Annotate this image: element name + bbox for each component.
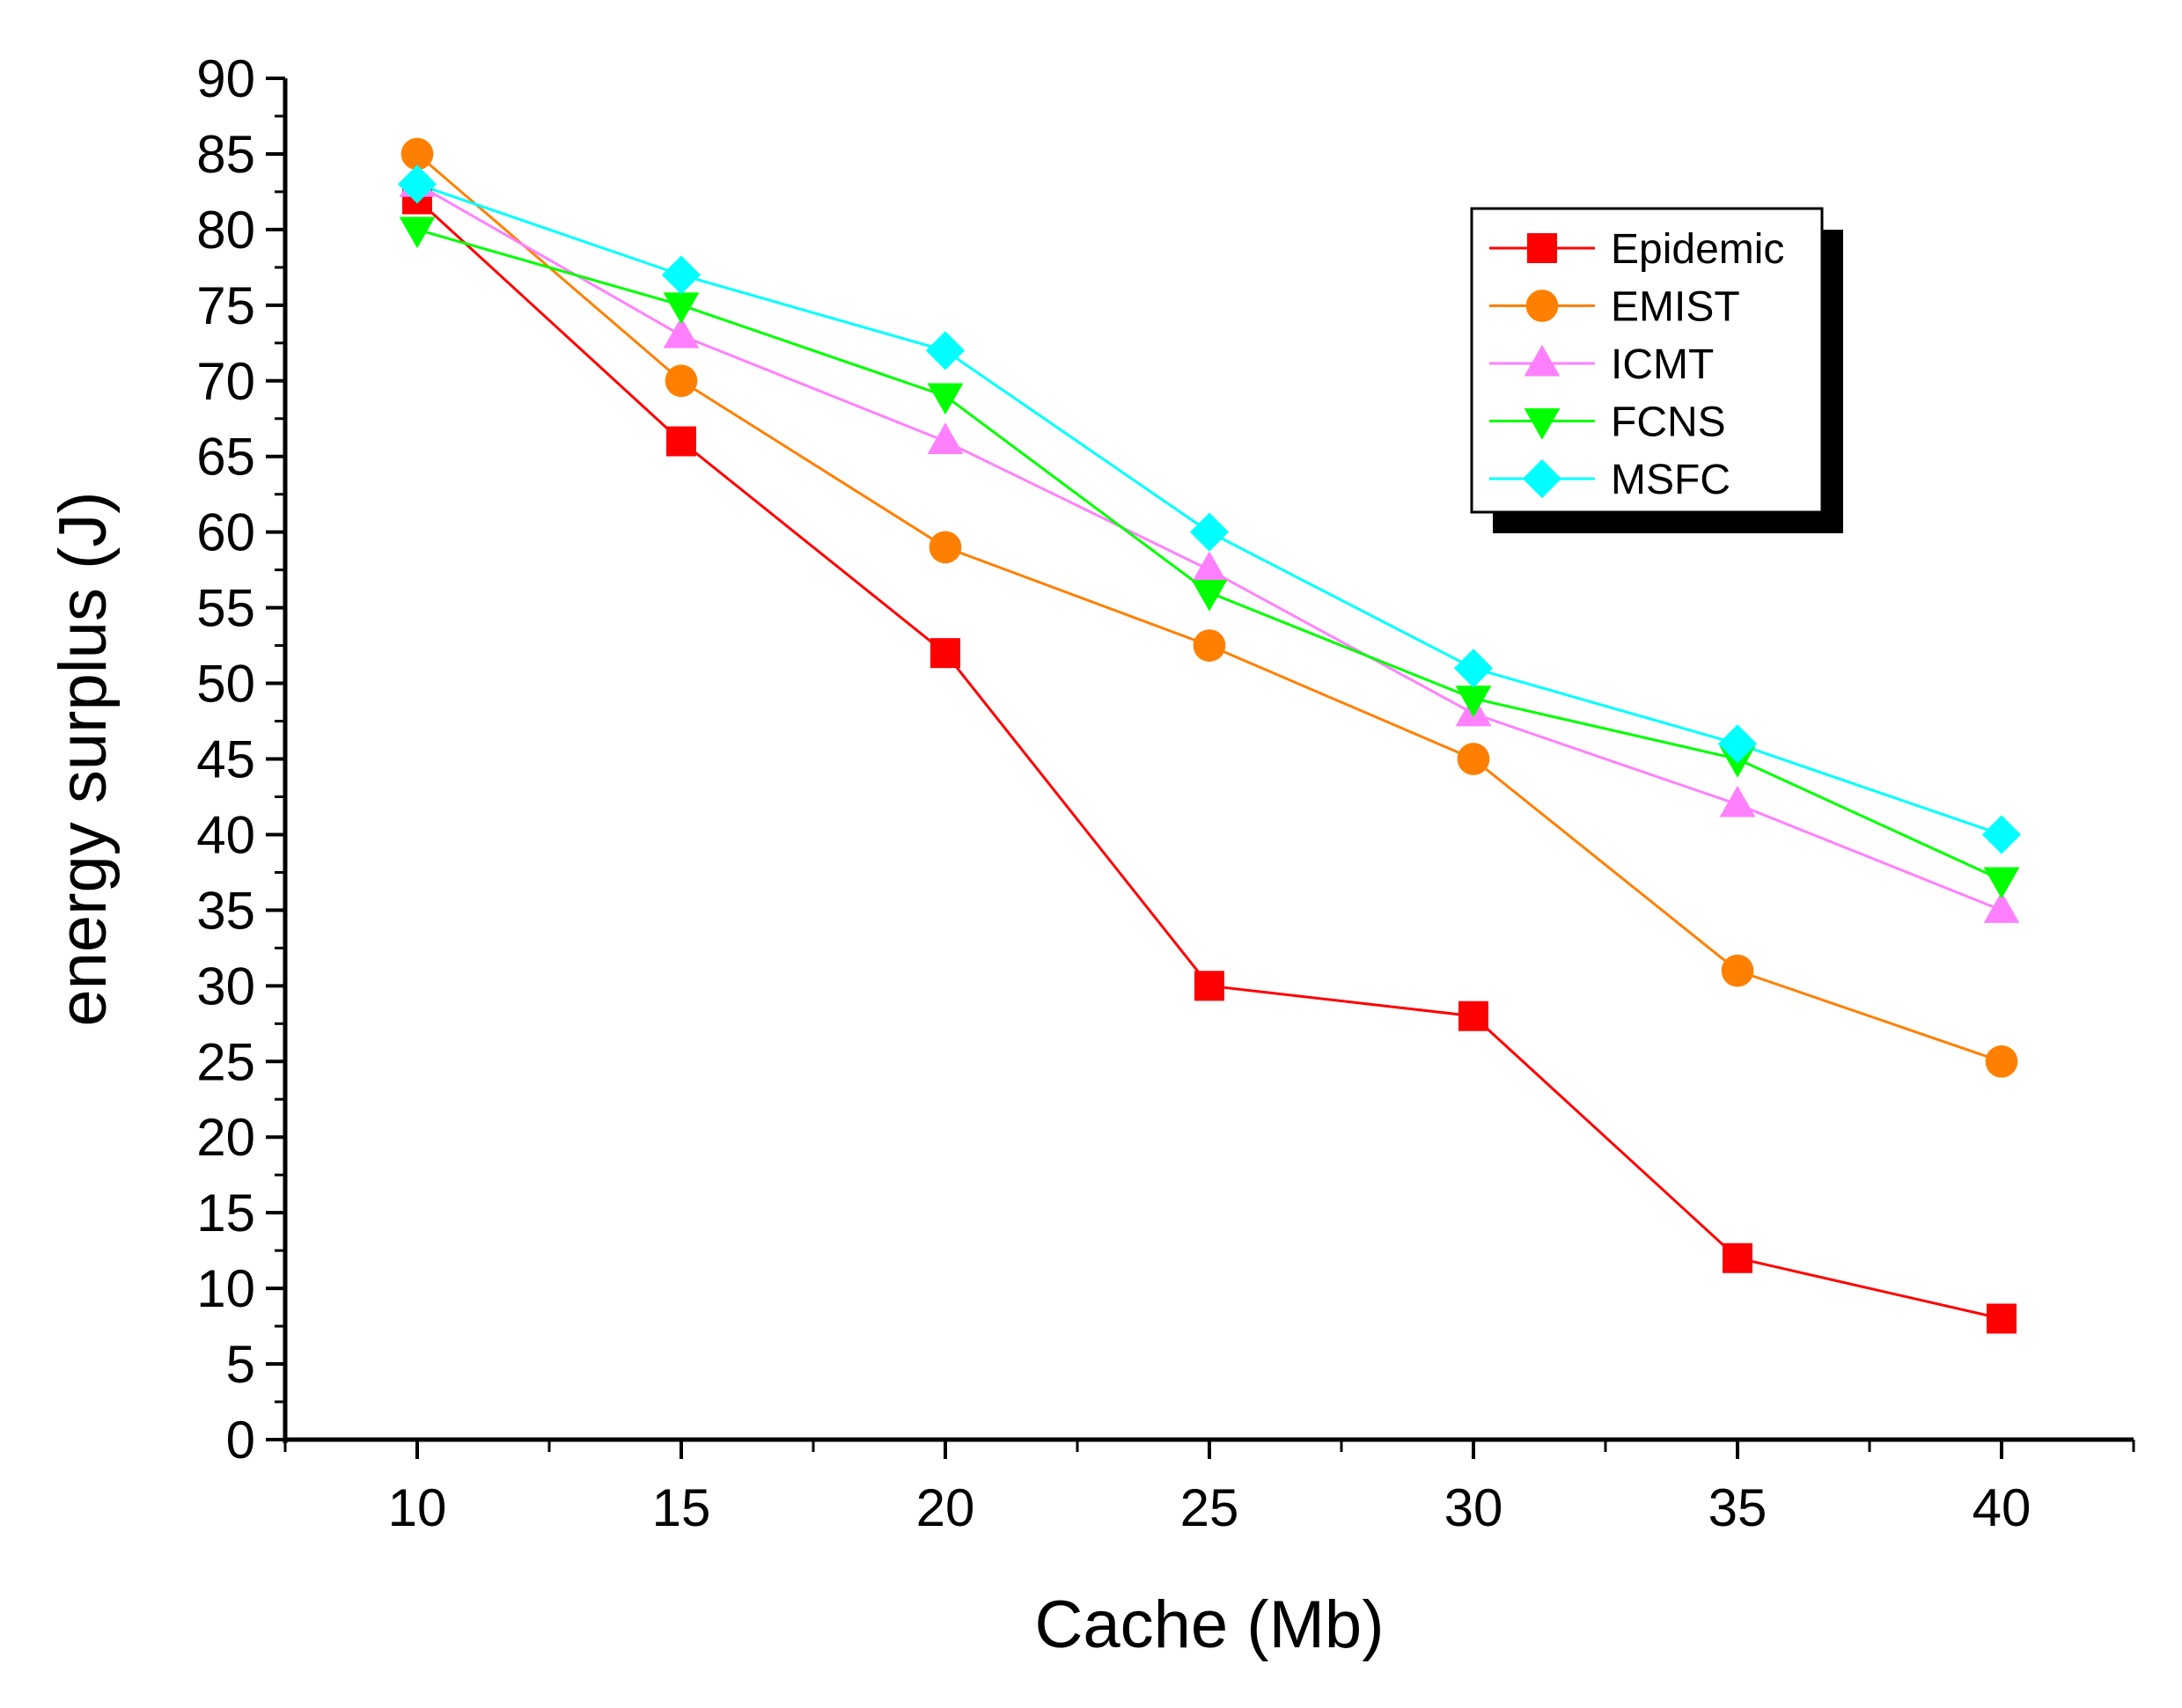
data-point xyxy=(663,316,700,348)
legend-entry: ICMT xyxy=(1489,341,1714,388)
data-point xyxy=(1191,579,1228,612)
legend-label: MSFC xyxy=(1611,457,1730,503)
data-point xyxy=(1193,629,1226,662)
x-axis-title: Cache (Mb) xyxy=(1035,1587,1385,1662)
data-point xyxy=(1983,867,2020,899)
series-markers-msfc xyxy=(397,165,2022,854)
data-point xyxy=(400,137,434,171)
data-point xyxy=(1455,685,1492,717)
data-point xyxy=(661,255,702,295)
data-point xyxy=(929,531,962,564)
y-tick-label: 85 xyxy=(196,125,255,184)
x-tick-label: 40 xyxy=(1973,1478,2031,1537)
data-point xyxy=(927,383,964,415)
legend-marker xyxy=(1525,290,1559,322)
y-tick-label: 75 xyxy=(196,276,255,335)
x-tick-label: 25 xyxy=(1180,1478,1239,1537)
y-tick-label: 50 xyxy=(196,655,255,714)
data-point xyxy=(663,292,700,325)
axes: 0 5 10 15 20 25 30 35 40 45 50 55 60 65 70 75 80 85 90 10 15… xyxy=(196,49,2135,1537)
legend-label: EMIST xyxy=(1611,284,1740,331)
y-tick-label: 5 xyxy=(226,1335,255,1394)
data-point xyxy=(666,426,696,457)
y-tick-label: 35 xyxy=(196,881,255,940)
legend-label: FCNS xyxy=(1611,400,1726,446)
y-tick-label: 10 xyxy=(196,1259,255,1318)
y-tick-label: 90 xyxy=(196,49,255,108)
legend: Epidemic EMIST ICMT FCNS MSFC xyxy=(1470,207,1843,533)
y-tick-label: 15 xyxy=(196,1184,255,1243)
data-point xyxy=(1453,649,1494,688)
legend-marker xyxy=(1522,458,1562,499)
data-point xyxy=(1194,971,1224,1001)
legend-marker xyxy=(1524,344,1561,377)
x-tick-label: 10 xyxy=(388,1478,447,1537)
legend-entry: EMIST xyxy=(1489,284,1740,331)
data-point xyxy=(1458,1001,1488,1031)
data-point xyxy=(399,216,436,249)
legend-entry: MSFC xyxy=(1489,457,1730,503)
legend-label: Epidemic xyxy=(1611,226,1784,273)
data-point xyxy=(1981,815,2022,854)
y-axis-title: energy surplus (J) xyxy=(46,491,121,1026)
y-tick-label: 20 xyxy=(196,1108,255,1167)
x-tick-label: 20 xyxy=(916,1478,975,1537)
y-tick-label: 65 xyxy=(196,428,255,487)
data-point xyxy=(1719,785,1756,817)
legend-entry: Epidemic xyxy=(1489,226,1784,273)
x-tick-label: 35 xyxy=(1708,1478,1767,1537)
y-tick-label: 80 xyxy=(196,201,255,260)
y-tick-label: 30 xyxy=(196,957,255,1015)
legend-label: ICMT xyxy=(1611,341,1714,388)
legend-marker xyxy=(1524,408,1561,440)
y-tick-label: 25 xyxy=(196,1032,255,1091)
x-tick-label: 30 xyxy=(1444,1478,1503,1537)
data-point xyxy=(1985,1045,2018,1078)
y-tick-label: 45 xyxy=(196,730,255,789)
series-markers-emist xyxy=(400,137,2018,1078)
data-point xyxy=(1721,954,1754,987)
data-point xyxy=(1717,724,1758,764)
data-point xyxy=(1723,1243,1752,1273)
legend-entry: FCNS xyxy=(1489,400,1726,446)
y-tick-label: 60 xyxy=(196,503,255,562)
data-point xyxy=(665,364,698,398)
data-point xyxy=(1189,512,1230,552)
data-point xyxy=(1987,1303,2017,1334)
series-lines xyxy=(397,137,2022,1334)
data-point xyxy=(1983,891,2020,923)
y-tick-label: 70 xyxy=(196,352,255,411)
legend-marker xyxy=(1527,233,1557,263)
x-tick-label: 15 xyxy=(652,1478,711,1537)
data-point xyxy=(930,638,960,669)
y-tick-label: 40 xyxy=(196,805,255,864)
y-tick-label: 55 xyxy=(196,579,255,638)
data-point xyxy=(927,422,964,454)
data-point xyxy=(1457,743,1490,775)
data-point xyxy=(397,165,437,204)
y-tick-label: 0 xyxy=(226,1411,255,1470)
data-point xyxy=(1191,551,1228,583)
data-point xyxy=(925,331,966,370)
